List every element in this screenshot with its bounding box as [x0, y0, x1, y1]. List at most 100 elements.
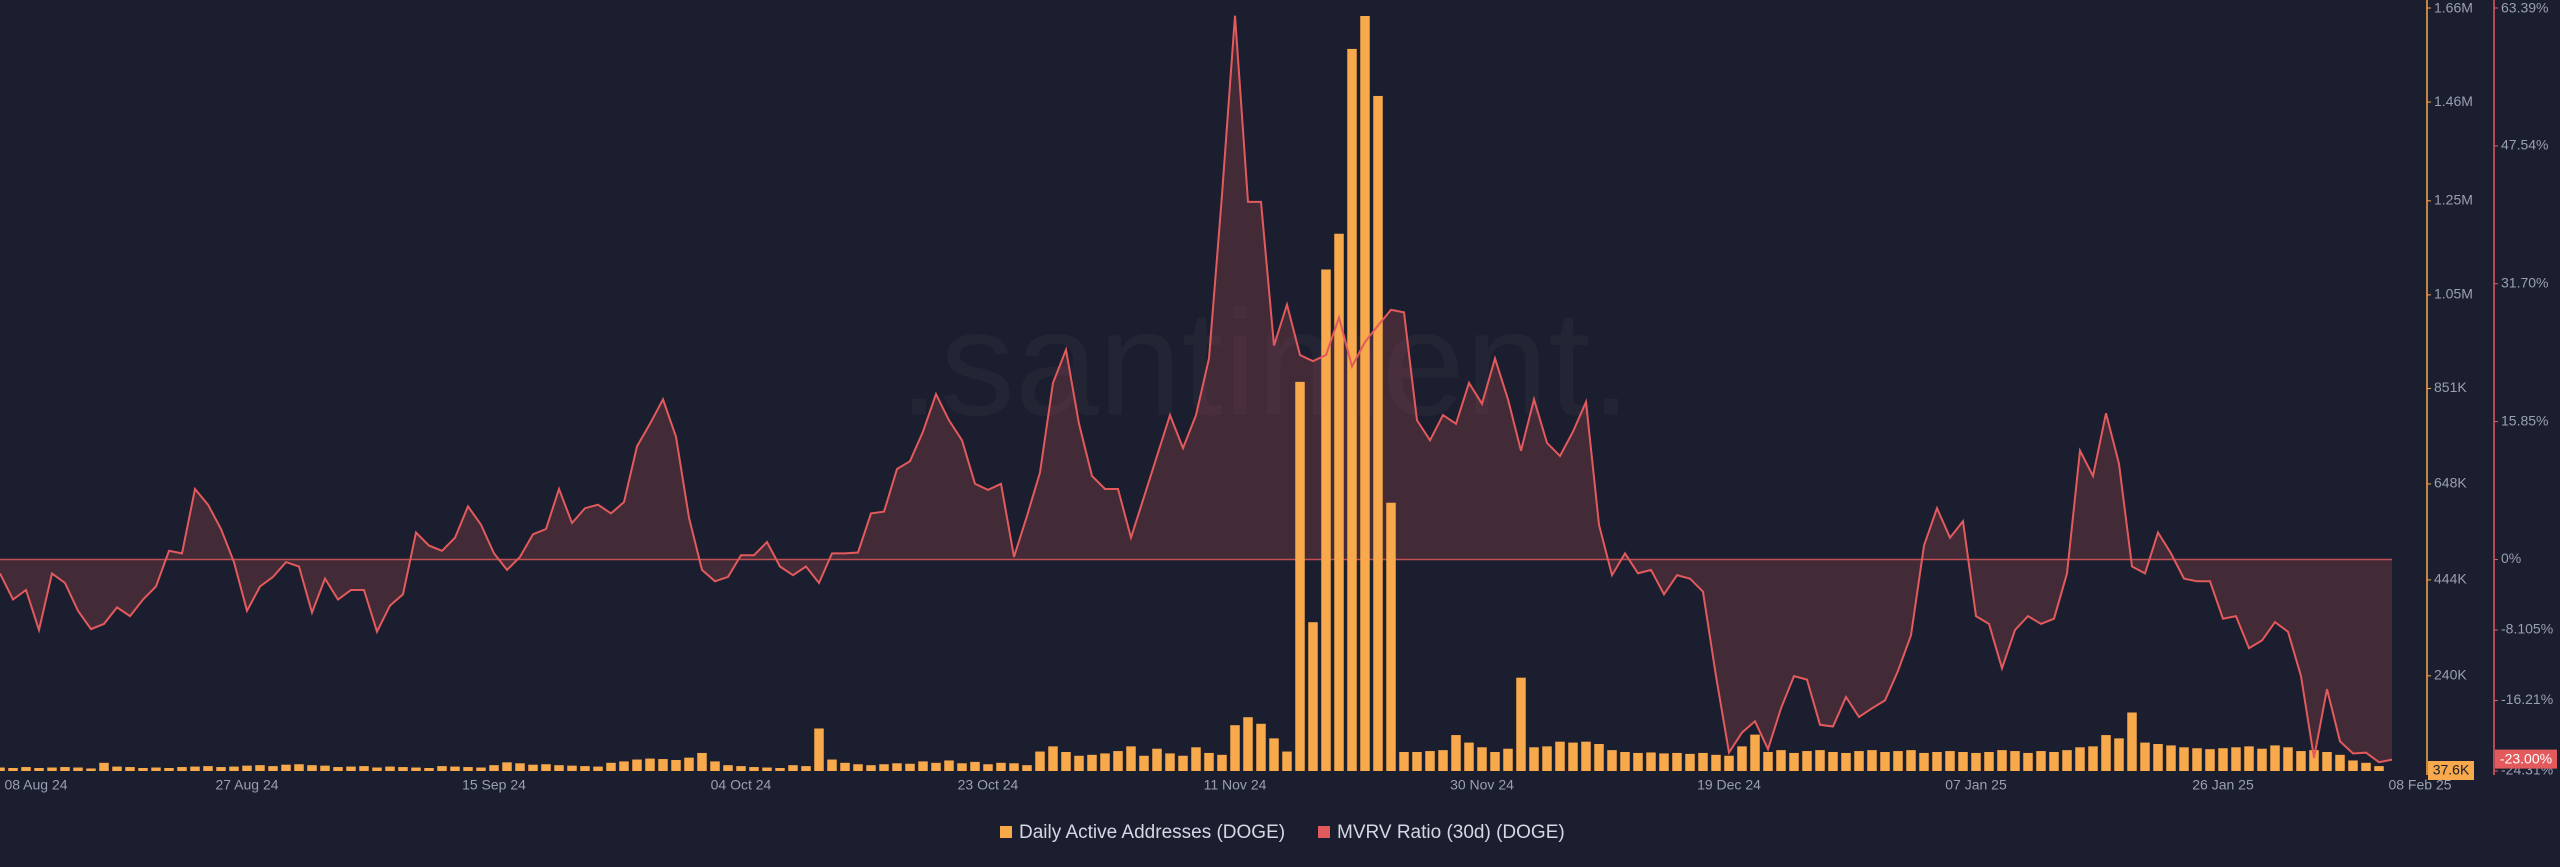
bar	[1204, 752, 1214, 771]
bar	[1958, 752, 1968, 771]
bar	[307, 765, 317, 771]
y2-tick-label: 0%	[2501, 550, 2521, 566]
bar	[1672, 752, 1682, 771]
bar	[957, 763, 967, 771]
bar	[489, 765, 499, 771]
y-tick-label: 1.66M	[2434, 0, 2473, 16]
x-tick-label: 08 Feb 25	[2388, 777, 2451, 793]
x-tick-label: 26 Jan 25	[2192, 777, 2254, 793]
bar	[21, 767, 31, 771]
bar	[476, 767, 486, 771]
bar	[1828, 752, 1838, 771]
bar	[450, 766, 460, 771]
bar	[2010, 751, 2020, 771]
bar	[1750, 734, 1760, 771]
legend-swatch	[1318, 826, 1330, 838]
bar	[177, 767, 187, 771]
bar	[0, 767, 5, 771]
bar	[1971, 752, 1981, 771]
bar	[73, 767, 83, 771]
bar	[1308, 622, 1318, 771]
bar	[710, 761, 720, 771]
bar	[1841, 752, 1851, 771]
x-tick-label: 08 Aug 24	[4, 777, 67, 793]
bar	[697, 752, 707, 771]
bar	[1906, 750, 1916, 771]
y2-tick-label: -8.105%	[2501, 621, 2553, 637]
bar	[1776, 750, 1786, 771]
y2-tick-label: -16.21%	[2501, 691, 2553, 707]
bar	[2140, 742, 2150, 771]
bar	[2244, 746, 2254, 771]
bar	[827, 759, 837, 771]
bar	[619, 761, 629, 771]
bar	[723, 765, 733, 771]
current-value-box	[2428, 761, 2474, 780]
bar	[151, 767, 161, 771]
bar	[1555, 741, 1565, 771]
legend-swatch	[1000, 826, 1012, 838]
bar	[1269, 738, 1279, 771]
y-tick-label: 1.05M	[2434, 286, 2473, 302]
bar	[944, 760, 954, 771]
bar	[1438, 750, 1448, 771]
x-tick-label: 04 Oct 24	[711, 777, 772, 793]
bar	[554, 765, 564, 771]
bar	[1464, 742, 1474, 771]
bar	[2075, 747, 2085, 771]
bar	[1620, 752, 1630, 771]
bar	[1893, 751, 1903, 771]
bar	[658, 759, 668, 771]
bar	[905, 763, 915, 771]
bar	[34, 767, 44, 771]
bar	[606, 762, 616, 771]
bar	[1815, 750, 1825, 771]
bar	[1412, 752, 1422, 771]
bar	[1568, 742, 1578, 771]
bar	[1477, 747, 1487, 771]
bar	[164, 767, 174, 771]
bar	[2231, 747, 2241, 771]
x-tick-label: 27 Aug 24	[215, 777, 278, 793]
bar	[1178, 755, 1188, 771]
bar	[1503, 748, 1513, 771]
x-tick-label: 07 Jan 25	[1945, 777, 2007, 793]
bar	[411, 767, 421, 771]
x-tick-label: 19 Dec 24	[1697, 777, 1761, 793]
bar	[2114, 738, 2124, 771]
bar	[2322, 752, 2332, 771]
y-tick-label: 240K	[2434, 667, 2467, 683]
bar	[1945, 751, 1955, 771]
bar	[840, 762, 850, 771]
bar	[437, 766, 447, 771]
bar	[1984, 752, 1994, 771]
bar	[1646, 752, 1656, 771]
bar	[1399, 752, 1409, 771]
bar	[593, 766, 603, 771]
bar	[645, 758, 655, 771]
bar	[1581, 741, 1591, 771]
bar	[2101, 735, 2111, 771]
x-tick-label: 30 Nov 24	[1450, 777, 1514, 793]
bar	[8, 767, 18, 771]
bar	[1126, 746, 1136, 771]
bar	[983, 764, 993, 771]
bar	[333, 767, 343, 771]
bar	[1347, 48, 1357, 772]
bar	[1724, 755, 1734, 771]
bar	[1919, 752, 1929, 771]
current-value-label: -23.00%	[2500, 750, 2552, 766]
bar	[541, 764, 551, 771]
bar	[2283, 747, 2293, 771]
bar	[1802, 751, 1812, 771]
bar	[1074, 755, 1084, 771]
bar	[1295, 381, 1305, 771]
bar	[1035, 751, 1045, 771]
y-tick-label: 1.25M	[2434, 192, 2473, 208]
bar	[1607, 750, 1617, 771]
bar	[1009, 763, 1019, 771]
bar	[216, 767, 226, 771]
bar	[2296, 751, 2306, 771]
legend-label: MVRV Ratio (30d) (DOGE)	[1337, 822, 1565, 843]
